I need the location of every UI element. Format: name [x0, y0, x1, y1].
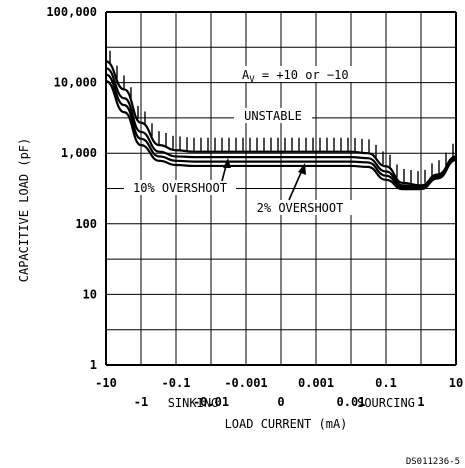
series-curve-3: [105, 80, 457, 191]
y-tick-label: 1,000: [61, 146, 97, 160]
two-pct-label-bg: [248, 200, 354, 215]
ten-pct-arrow: [221, 158, 231, 182]
x-tick-label: 0.001: [298, 376, 334, 390]
x-tick-label: -1: [134, 395, 148, 409]
x-tick-label: 10: [449, 376, 463, 390]
region-label-sinking: SINKING: [168, 396, 219, 410]
y-tick-label: 100: [75, 217, 97, 231]
curves: [105, 60, 457, 191]
series-curve-0: [105, 60, 457, 187]
region-label-sourcing: SOURCING: [357, 396, 415, 410]
y-axis-label: CAPACITIVE LOAD (pF): [17, 138, 31, 283]
x-tick-label: 1: [417, 395, 424, 409]
x-tick-label: -0.01: [193, 395, 229, 409]
ten-pct-overshoot-label: 10% OVERSHOOT: [133, 181, 227, 195]
gain-label-bg: [240, 66, 360, 82]
two-pct-arrow: [288, 163, 306, 201]
y-tick-label: 10,000: [54, 76, 97, 90]
unstable-label-bg: [234, 108, 312, 123]
x-tick-label: -0.001: [224, 376, 267, 390]
tick-labels: -10 -0.1 -0.001 0.001 0.1 10 -1 -0.01 0 0.01 1 1 10 1…: [46, 5, 463, 409]
two-pct-overshoot-label: 2% OVERSHOOT: [257, 201, 344, 215]
x-axis-label: LOAD CURRENT (mA): [225, 417, 348, 431]
unstable-hatch: [109, 50, 454, 185]
x-tick-label: 0.01: [337, 395, 366, 409]
unstable-label: UNSTABLE: [244, 109, 302, 123]
y-tick-label: 10: [83, 287, 97, 301]
series-curve-1: [105, 67, 457, 189]
footnote: DS011236-5: [406, 457, 460, 467]
x-tick-label: 0: [277, 395, 284, 409]
series-curve-2: [105, 73, 457, 190]
ten-pct-label-bg: [124, 180, 236, 195]
y-tick-label: 1: [90, 358, 97, 372]
x-tick-label: 0.1: [375, 376, 397, 390]
y-tick-label: 100,000: [46, 5, 97, 19]
x-tick-label: -10: [95, 376, 117, 390]
x-tick-label: -0.1: [162, 376, 191, 390]
gain-label: AV = +10 or −10: [242, 68, 349, 85]
